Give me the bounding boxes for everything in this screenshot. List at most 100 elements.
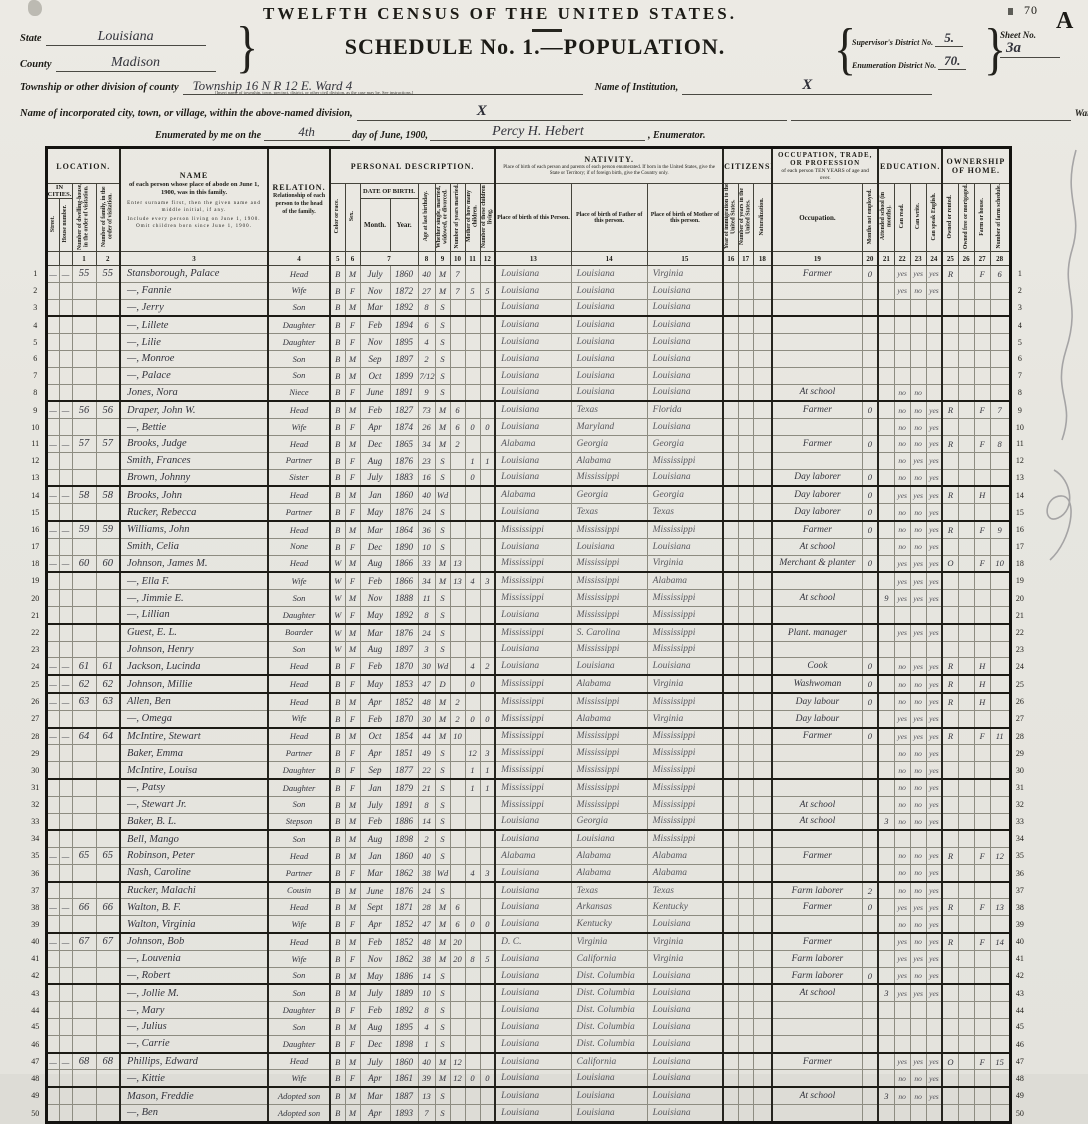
cell-r14-c25: yes [893,485,911,505]
cell-r28-c31: 11 [989,727,1012,746]
cell-r39-c12: M [434,915,451,935]
table-row: 27 —, Omega Wife B F Feb 1870 30 M 2 0 0 Mississippi… [26,709,1028,729]
cell-r13-c19 [722,468,739,488]
cell-r21-c20 [737,605,754,625]
cell-r26-c22: Day labour [771,692,863,711]
cell-r17-c5: Smith, Celia [119,537,269,556]
census-rows: 1— —55 55 Stansborough, Palace Head B M July 186… [26,265,1028,1124]
cell-r37-c7: B [329,881,346,900]
cell-r42-c3 [71,966,97,986]
occupation-note: of each person TEN YEARS of age and over… [781,167,869,181]
row-number-left: 23 [31,644,40,654]
cell-r1-c29 [957,265,975,283]
cell-r8-c23 [861,383,879,403]
cell-r43-c25: yes [893,983,911,1003]
cell-r32-c30 [973,795,991,814]
row-number-left: 29 [31,748,40,758]
col-header-birthplace-father: Place of birth of Father of this person. [570,183,648,252]
cell-r18-c4: 60 [95,554,121,574]
cell-r44-c9: Feb [359,1001,391,1020]
table-row: 23 Johnson, Henry Son W M Aug 1897 3 S Louisiana M… [26,640,1028,659]
cell-r43-c8: M [344,983,361,1003]
cell-r24-c17: Louisiana [570,657,648,677]
cell-r16-c17: Mississippi [570,520,648,539]
cell-r39-c23 [861,915,879,935]
city-label: Name of incorporated city, town, or vill… [20,108,353,119]
cell-r40-c3: 67 [71,932,97,951]
cell-r34-c19 [722,829,739,849]
cell-r3-c5: —, Jerry [119,298,269,318]
cell-r31-c28 [941,778,959,797]
cell-r24-c18: Louisiana [646,657,724,677]
table-row: 37 Rucker, Malachi Cousin B M June 1876 24 S Loui… [26,881,1028,900]
cell-r36-c21 [752,863,773,883]
cell-r46-c2 [58,1034,73,1054]
cell-r13-c27: yes [925,468,943,488]
cell-r10-c6: Wife [267,418,331,436]
table-row: 12 Smith, Frances Partner B F Aug 1876 23 S 1 1 Lou… [26,451,1028,470]
cell-r10-c2 [58,418,73,436]
cell-r19-c24 [877,571,895,591]
cell-r4-c12: S [434,315,451,335]
cell-r35-c22: Farmer [771,847,863,865]
cell-r50-c12: S [434,1104,451,1124]
cell-r28-c30: F [973,727,991,746]
cell-r39-c1 [44,915,60,935]
cell-r13-c1 [44,468,60,488]
cell-r33-c12: S [434,812,451,832]
cell-r22-c26: yes [909,623,927,642]
cell-r1-c21 [752,265,773,283]
cell-r30-c3 [71,761,97,780]
cell-r50-c20 [737,1104,754,1124]
cell-r28-c28: R [941,727,959,746]
cell-r50-c5: —, Ben [119,1104,269,1124]
cell-r37-c28 [941,881,959,900]
cell-r1-c2: — [58,265,73,283]
row-number-left: 12 [31,456,40,466]
cell-r1-c15 [479,265,496,283]
cell-r5-c27 [925,333,943,351]
cell-r48-c20 [737,1069,754,1089]
cell-r23-c14 [464,640,481,659]
row-number-left: 25 [31,679,40,689]
cell-r11-c17: Georgia [570,434,648,453]
page-title: TWELFTH CENSUS OF THE UNITED STATES. [263,4,737,23]
cell-r38-c27: yes [925,898,943,917]
cell-r8-c24 [877,383,895,403]
row-number-left: 13 [31,473,40,483]
cell-r30-c27: yes [925,761,943,780]
row-number-left: 48 [31,1074,40,1084]
cell-r6-c19 [722,349,739,368]
cell-r4-c2 [58,315,73,335]
table-row: 41 —, Louvenia Wife B F Nov 1862 38 M 20 8 5 Louisia… [26,949,1028,968]
cell-r1-c9: July [359,265,391,283]
cell-r26-c6: Head [267,692,331,711]
name-title: NAME [179,170,209,180]
cell-r42-c23: 0 [861,966,879,986]
cell-r37-c29 [957,881,975,900]
cell-r7-c12: S [434,366,451,385]
cell-r41-c16: Louisiana [494,949,572,968]
cell-r12-c31 [989,451,1012,470]
cell-r27-c20 [737,709,754,729]
cell-r31-c16: Mississippi [494,778,572,797]
name-note-2: Include every person living on June 1, 1… [127,217,261,229]
cell-r25-c23: 0 [861,674,879,694]
cell-r19-c16: Mississippi [494,571,572,591]
cell-r31-c17: Mississippi [570,778,648,797]
row-number-left: 19 [31,576,40,586]
cell-r46-c9: Dec [359,1034,391,1054]
cell-r38-c4: 66 [95,898,121,917]
cell-r49-c26: no [909,1086,927,1106]
cell-r44-c13 [449,1001,466,1020]
cell-r42-c22: Farm laborer [771,966,863,986]
cell-r13-c22: Day laborer [771,468,863,488]
cell-r34-c11: 2 [417,829,436,849]
cell-r36-c27: yes [925,863,943,883]
cell-r26-c19 [722,692,739,711]
cell-r37-c14 [464,881,481,900]
cell-r3-c8: M [344,298,361,318]
cell-r27-c23 [861,709,879,729]
table-row: 39 Walton, Virginia Wife B F Apr 1852 47 M 6 0 0 Lou… [26,915,1028,935]
cell-r47-c14 [464,1052,481,1071]
